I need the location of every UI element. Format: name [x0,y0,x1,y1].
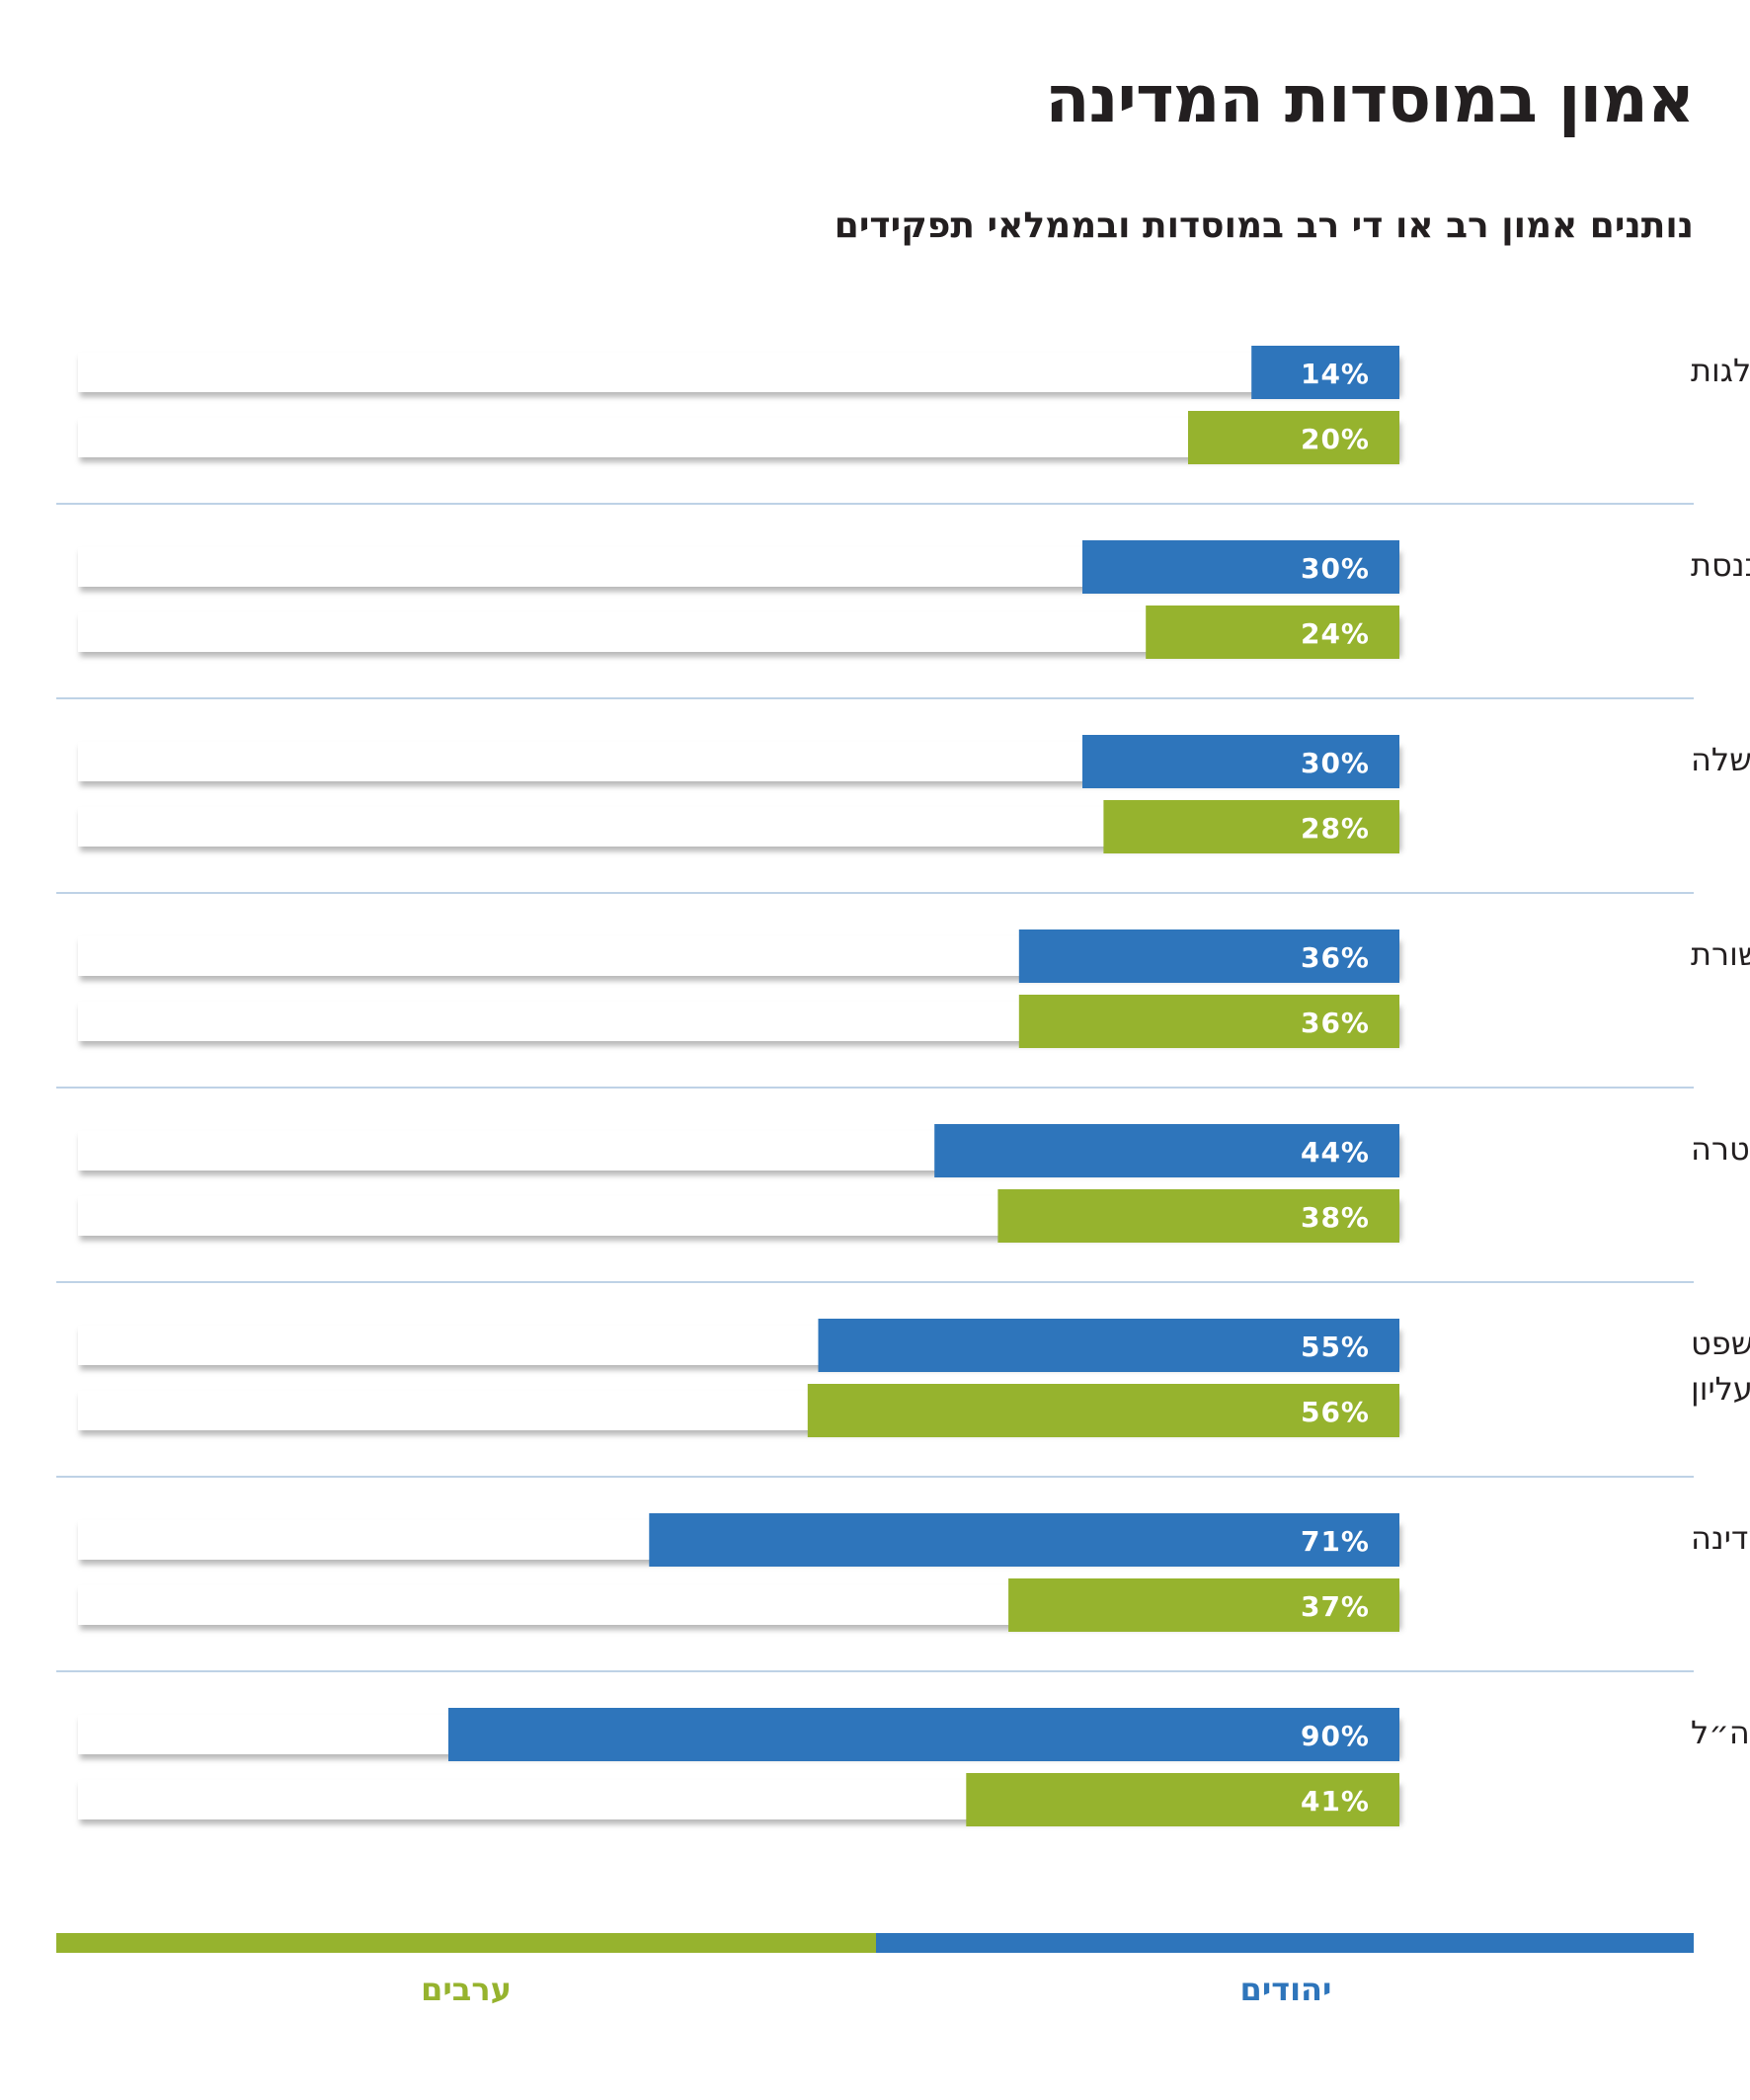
category-label: נשיא המדינה [1691,1519,1750,1557]
bar-arabs [1188,411,1399,464]
data-label-jews: 14% [1301,358,1370,390]
data-label-arabs: 56% [1301,1396,1370,1428]
data-label-jews: 30% [1301,747,1370,779]
category-label: התקשורת [1691,935,1750,973]
chart-subtitle: נותנים אמון רב או די רב במוסדות ובממלאי … [834,205,1694,246]
bar-arabs [997,1189,1399,1243]
data-label-jews: 36% [1301,941,1370,974]
bar-jews [818,1319,1399,1372]
legend-arabs-swatch [56,1933,876,1953]
legend-jews-label: יהודים [1239,1971,1332,2008]
data-label-jews: 55% [1301,1331,1370,1363]
bar-jews [1018,929,1399,983]
category-label: הממשלה [1691,741,1750,778]
category-label: הכנסת [1691,546,1750,584]
data-label-arabs: 28% [1301,812,1370,845]
bar-arabs [1008,1578,1399,1632]
data-label-arabs: 36% [1301,1007,1370,1039]
data-label-jews: 90% [1301,1720,1370,1752]
category-label: המשטרה [1691,1130,1750,1168]
bar-track [78,418,1399,457]
bar-track [78,353,1399,392]
legend-jews-swatch [876,1933,1694,1953]
chart-title: אמון במוסדות המדינה [1045,61,1695,137]
data-label-arabs: 24% [1301,617,1370,650]
bar-jews [649,1513,1399,1567]
bar-jews [1082,735,1399,788]
data-label-arabs: 20% [1301,423,1370,455]
bar-arabs [966,1773,1399,1826]
bar-jews [934,1124,1399,1177]
data-label-arabs: 38% [1301,1201,1370,1234]
legend-arabs-label: ערבים [421,1971,512,2008]
data-label-jews: 44% [1301,1136,1370,1169]
bar-jews [1251,346,1399,399]
bar-arabs [1146,606,1399,659]
bar-arabs [1103,800,1399,853]
category-label: המפלגות [1691,352,1750,389]
data-label-jews: 71% [1301,1525,1370,1558]
category-label: בית המשפטהעליון [1691,1325,1750,1408]
bar-jews [1082,540,1399,594]
bar-jews [448,1708,1399,1761]
category-label: צה״ל [1691,1714,1750,1751]
bar-arabs [1018,995,1399,1048]
data-label-jews: 30% [1301,552,1370,585]
bar-arabs [807,1384,1399,1437]
data-label-arabs: 41% [1301,1785,1370,1817]
data-label-arabs: 37% [1301,1590,1370,1623]
